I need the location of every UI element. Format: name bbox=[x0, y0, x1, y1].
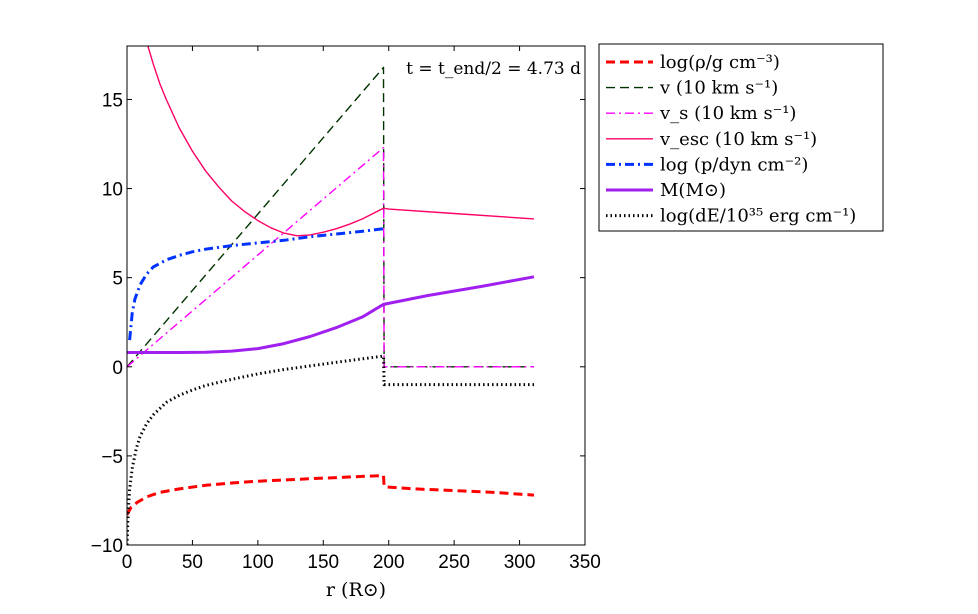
data-lines bbox=[127, 46, 535, 545]
legend: log(ρ/g cm⁻³) v (10 km s⁻¹) v_s (10 km s⁻¹… bbox=[598, 43, 884, 232]
legend-label-4: log (p/dyn cm⁻²) bbox=[660, 154, 808, 175]
legend-label-2: v_s (10 km s⁻¹) bbox=[659, 103, 796, 124]
series-line-1 bbox=[127, 66, 534, 368]
series-line-5 bbox=[127, 275, 535, 354]
y-tick-label: 10 bbox=[102, 180, 123, 201]
y-tick-label: −5 bbox=[101, 447, 123, 468]
legend-label-0: log(ρ/g cm⁻³) bbox=[660, 52, 780, 73]
y-tick-label: 0 bbox=[112, 358, 123, 379]
x-axis-title: r (R⊙) bbox=[326, 579, 386, 601]
x-tick-label: 100 bbox=[242, 552, 274, 573]
series-line-0 bbox=[127, 474, 535, 516]
x-tick-label: 200 bbox=[373, 552, 405, 573]
series-line-3 bbox=[147, 46, 535, 237]
plot-area bbox=[127, 46, 585, 545]
x-tick-label: 350 bbox=[569, 552, 601, 573]
series-line-4 bbox=[128, 227, 384, 341]
y-tick-label: 5 bbox=[112, 269, 123, 290]
x-tick-label: 0 bbox=[122, 552, 133, 573]
series-line-6 bbox=[127, 354, 534, 545]
axes: 0 50 100 150 200 250 300 350 −10 −5 0 5 10 15 bbox=[91, 45, 601, 573]
legend-label-6: log(dE/10³⁵ erg cm⁻¹) bbox=[660, 206, 856, 227]
x-tick-label: 300 bbox=[504, 552, 536, 573]
legend-label-5: M(M⊙) bbox=[660, 180, 726, 201]
y-tick-label: −10 bbox=[91, 536, 123, 557]
y-tick-label: 15 bbox=[102, 90, 123, 111]
x-tick-label: 50 bbox=[182, 552, 203, 573]
x-tick-label: 150 bbox=[307, 552, 339, 573]
axes-frame bbox=[126, 45, 586, 546]
legend-box bbox=[598, 43, 884, 232]
legend-label-1: v (10 km s⁻¹) bbox=[659, 78, 778, 99]
plot-background bbox=[127, 46, 585, 545]
series-line-2 bbox=[127, 146, 534, 368]
legend-label-3: v_esc (10 km s⁻¹) bbox=[659, 129, 817, 150]
x-tick-label: 250 bbox=[438, 552, 470, 573]
time-annotation: t = t_end/2 = 4.73 d bbox=[406, 59, 581, 79]
